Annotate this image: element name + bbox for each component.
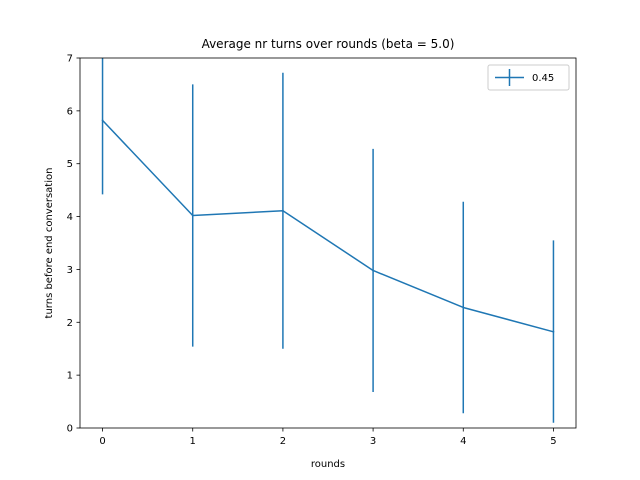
data-point [102, 119, 104, 121]
data-point [462, 307, 464, 309]
y-tick-label: 3 [67, 265, 73, 276]
x-ticks: 0 1 2 3 4 5 [99, 428, 556, 447]
series-lines [102, 119, 555, 332]
y-axis-label: turns before end conversation [44, 168, 55, 319]
series-line-0 [103, 120, 554, 331]
data-point [282, 210, 284, 212]
y-tick-label: 6 [67, 106, 73, 117]
x-tick-label: 2 [280, 436, 286, 447]
x-tick-label: 3 [370, 436, 376, 447]
y-tick-label: 1 [67, 371, 73, 382]
x-axis-label: rounds [311, 459, 345, 470]
data-point [553, 331, 555, 333]
x-tick-label: 5 [550, 436, 556, 447]
y-tick-label: 4 [67, 212, 73, 223]
data-point [192, 215, 194, 217]
legend: 0.45 [488, 65, 569, 90]
chart-title: Average nr turns over rounds (beta = 5.0… [202, 37, 455, 51]
plot-frame [80, 58, 576, 428]
y-tick-label: 2 [67, 318, 73, 329]
x-tick-label: 1 [190, 436, 196, 447]
y-tick-label: 5 [67, 159, 73, 170]
y-ticks: 0 1 2 3 4 5 6 7 [67, 54, 80, 435]
data-point [372, 270, 374, 272]
y-tick-label: 0 [67, 424, 73, 435]
legend-label-0: 0.45 [532, 73, 554, 84]
x-tick-label: 0 [99, 436, 105, 447]
y-tick-label: 7 [67, 54, 73, 65]
x-tick-label: 4 [460, 436, 466, 447]
